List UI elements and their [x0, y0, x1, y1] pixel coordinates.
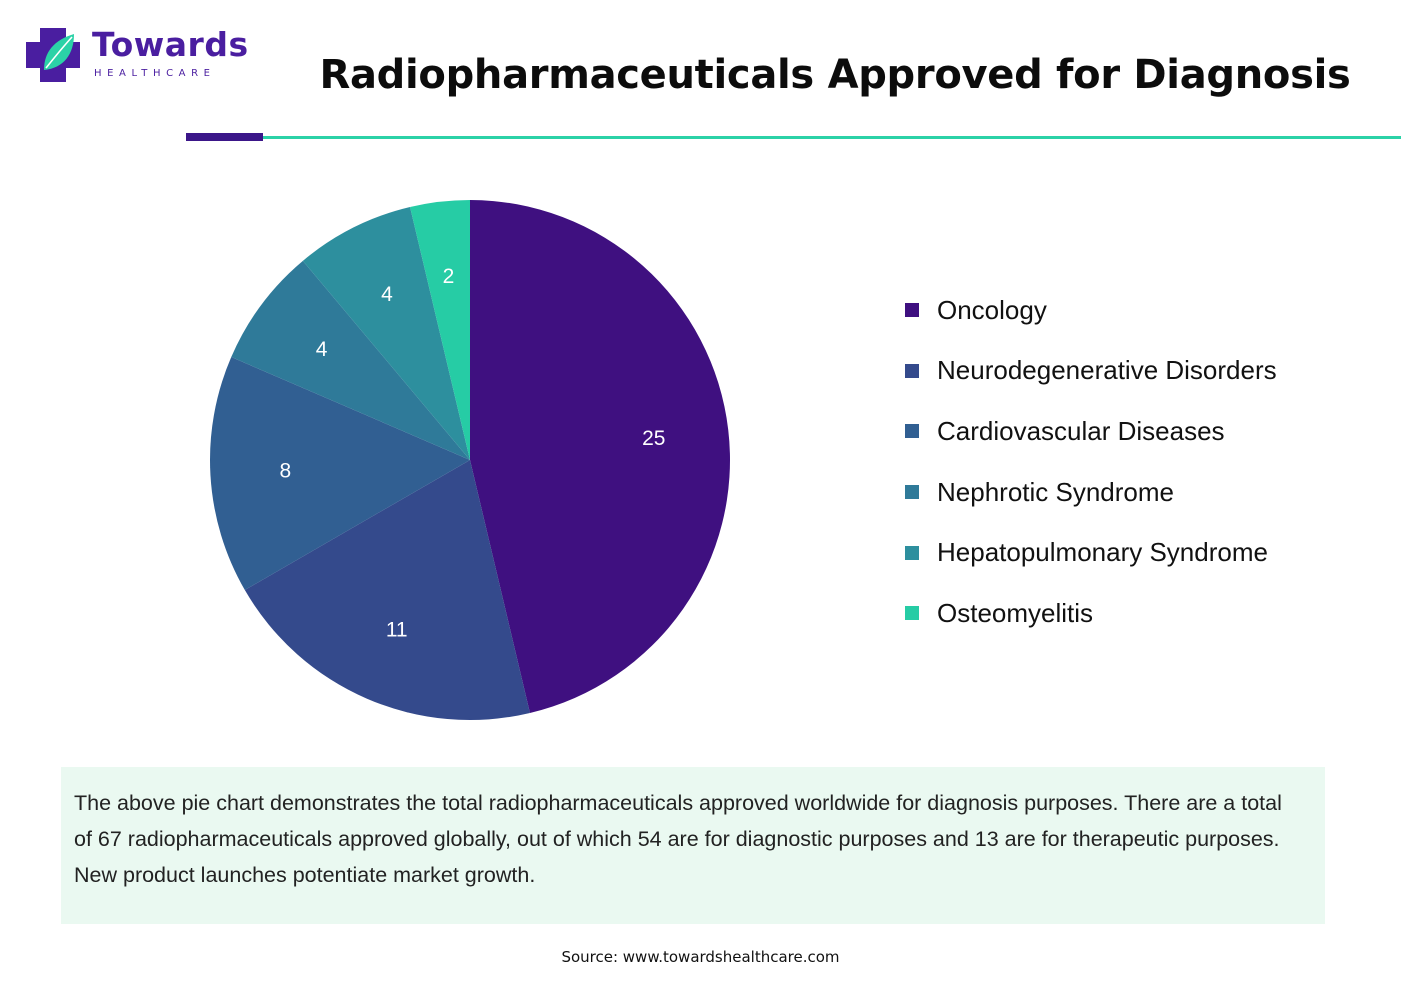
legend-label: Hepatopulmonary Syndrome [937, 537, 1268, 568]
description-panel: The above pie chart demonstrates the tot… [61, 767, 1325, 924]
pie-slice-osteomyelitis [410, 200, 470, 460]
chart-legend: Oncology Neurodegenerative Disorders Cardi… [905, 280, 1375, 644]
pie-slice-nephrotic-syndrome [231, 260, 470, 460]
brand-subtitle: HEALTHCARE [94, 68, 216, 79]
legend-swatch [905, 485, 919, 500]
legend-item: Oncology [905, 280, 1375, 341]
pie-slice-neurodegenerative-disorders [244, 460, 530, 720]
pie-data-labels: 25 11 8 4 4 2 [279, 265, 665, 642]
pie-slice-cardiovascular-diseases [209, 357, 470, 590]
legend-label: Neurodegenerative Disorders [937, 355, 1277, 386]
pie-chart: 25 11 8 4 4 2 [209, 200, 730, 720]
legend-item: Cardiovascular Diseases [905, 401, 1375, 462]
legend-label: Cardiovascular Diseases [937, 415, 1225, 446]
pie-data-label: 11 [386, 618, 408, 641]
pie-data-label: 2 [443, 265, 455, 288]
brand-name: Towards [92, 25, 249, 64]
pie-data-label: 4 [381, 283, 393, 306]
legend-item: Osteomyelitis [905, 583, 1375, 644]
legend-label: Nephrotic Syndrome [937, 476, 1174, 507]
medical-cross-leaf-icon [26, 28, 80, 82]
pie-data-label: 25 [642, 427, 665, 450]
brand-logo: Towards HEALTHCARE [22, 24, 248, 86]
pie-data-label: 4 [316, 338, 328, 361]
legend-swatch [905, 545, 919, 560]
description-text: The above pie chart demonstrates the tot… [74, 791, 1282, 887]
legend-label: Oncology [937, 294, 1047, 325]
legend-swatch [905, 363, 919, 378]
pie-data-label: 8 [279, 459, 291, 482]
legend-swatch [905, 424, 919, 439]
legend-item: Neurodegenerative Disorders [905, 341, 1375, 402]
pie-slices [209, 200, 730, 720]
legend-label: Osteomyelitis [937, 597, 1094, 628]
source-note: Source: www.towardshealthcare.com [561, 948, 840, 966]
pie-slice-hepatopulmonary-syndrome [302, 207, 470, 460]
legend-item: Hepatopulmonary Syndrome [905, 522, 1375, 583]
title-rule-accent [186, 133, 263, 141]
legend-swatch [905, 303, 919, 318]
page-title: Radiopharmaceuticals Approved for Diagno… [319, 52, 1351, 98]
legend-swatch [905, 606, 919, 621]
pie-slice-oncology [470, 200, 730, 713]
legend-item: Nephrotic Syndrome [905, 462, 1375, 523]
title-rule-line [263, 136, 1401, 139]
